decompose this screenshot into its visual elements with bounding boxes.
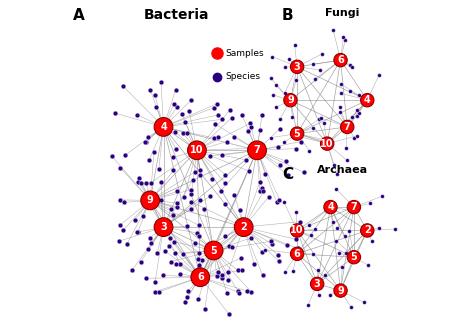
Circle shape — [291, 224, 304, 237]
Text: 4: 4 — [160, 122, 167, 132]
Text: A: A — [73, 8, 85, 23]
Circle shape — [361, 224, 374, 237]
Text: 9: 9 — [337, 286, 344, 296]
Text: 9: 9 — [147, 195, 154, 205]
Circle shape — [204, 241, 223, 260]
Text: 2: 2 — [240, 222, 247, 232]
Text: 3: 3 — [314, 279, 320, 289]
Text: 10: 10 — [320, 139, 334, 149]
Text: 6: 6 — [337, 55, 344, 65]
Circle shape — [347, 200, 361, 214]
Text: 5: 5 — [210, 245, 217, 256]
Text: Bacteria: Bacteria — [144, 8, 210, 22]
Circle shape — [154, 118, 173, 136]
Text: Species: Species — [225, 72, 260, 81]
Circle shape — [291, 60, 304, 73]
Circle shape — [141, 191, 160, 210]
Circle shape — [191, 268, 210, 287]
Circle shape — [361, 94, 374, 107]
Text: 9: 9 — [287, 95, 294, 105]
Text: C: C — [282, 167, 293, 182]
Circle shape — [188, 141, 206, 160]
Text: Archaea: Archaea — [317, 165, 368, 175]
Text: 6: 6 — [294, 249, 301, 259]
Text: 4: 4 — [364, 95, 371, 105]
Text: 4: 4 — [327, 202, 334, 212]
Text: 2: 2 — [364, 225, 371, 235]
Text: Fungi: Fungi — [325, 8, 359, 18]
Circle shape — [234, 218, 253, 236]
Circle shape — [291, 127, 304, 140]
Text: 7: 7 — [254, 145, 260, 155]
Circle shape — [334, 53, 347, 67]
Text: 3: 3 — [294, 62, 301, 72]
Text: 3: 3 — [160, 222, 167, 232]
Circle shape — [284, 94, 297, 107]
Circle shape — [334, 284, 347, 297]
Circle shape — [320, 137, 334, 150]
Circle shape — [324, 200, 337, 214]
Text: B: B — [282, 8, 294, 23]
Text: 7: 7 — [351, 202, 357, 212]
Circle shape — [310, 277, 324, 291]
Text: 5: 5 — [351, 252, 357, 262]
Circle shape — [340, 120, 354, 134]
Circle shape — [248, 141, 266, 160]
Circle shape — [291, 247, 304, 261]
Circle shape — [154, 218, 173, 236]
Text: 10: 10 — [291, 225, 304, 235]
Text: 5: 5 — [294, 129, 301, 139]
Text: Samples: Samples — [225, 49, 264, 58]
Circle shape — [347, 250, 361, 264]
Text: 7: 7 — [344, 122, 351, 132]
Text: 6: 6 — [197, 272, 204, 282]
Text: 10: 10 — [190, 145, 204, 155]
